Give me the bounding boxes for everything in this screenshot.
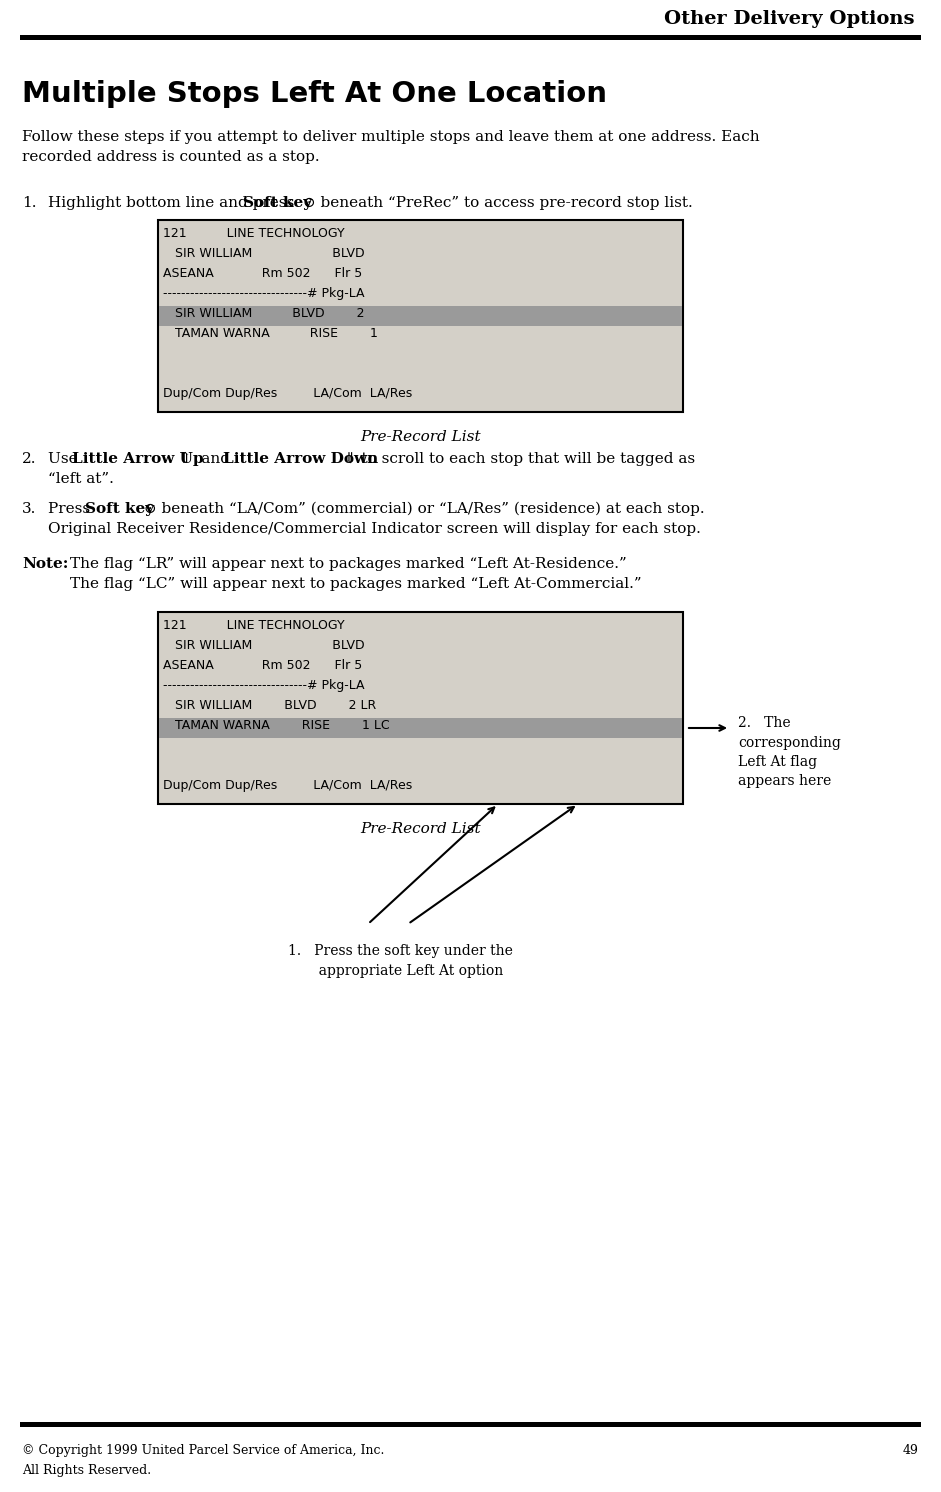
Text: Dup/Com Dup/Res         LA/Com  LA/Res: Dup/Com Dup/Res LA/Com LA/Res <box>163 386 412 400</box>
Bar <box>158 219 683 412</box>
Text: TAMAN WARNA        RISE        1 LC: TAMAN WARNA RISE 1 LC <box>163 719 390 733</box>
Text: © Copyright 1999 United Parcel Service of America, Inc.: © Copyright 1999 United Parcel Service o… <box>22 1444 384 1458</box>
Text: Soft key: Soft key <box>243 195 312 210</box>
Text: ⇑  and: ⇑ and <box>174 452 235 466</box>
Text: Highlight bottom line and press: Highlight bottom line and press <box>48 195 299 210</box>
Text: ⊙ beneath “LA/Com” (commercial) or “LA/Res” (residence) at each stop.: ⊙ beneath “LA/Com” (commercial) or “LA/R… <box>139 501 705 516</box>
Text: ASEANA            Rm 502      Flr 5: ASEANA Rm 502 Flr 5 <box>163 659 362 671</box>
Text: ASEANA            Rm 502      Flr 5: ASEANA Rm 502 Flr 5 <box>163 267 362 280</box>
Text: Little Arrow Up: Little Arrow Up <box>72 452 204 466</box>
Text: Use: Use <box>48 452 83 466</box>
Text: SIR WILLIAM        BLVD        2 LR: SIR WILLIAM BLVD 2 LR <box>163 698 376 712</box>
Text: Little Arrow Down: Little Arrow Down <box>223 452 378 466</box>
Text: SIR WILLIAM          BLVD        2: SIR WILLIAM BLVD 2 <box>163 307 364 319</box>
Bar <box>159 306 682 325</box>
Text: 49: 49 <box>903 1444 919 1458</box>
Text: SIR WILLIAM                    BLVD: SIR WILLIAM BLVD <box>163 248 364 260</box>
Text: --------------------------------# Pkg-LA: --------------------------------# Pkg-LA <box>163 286 364 300</box>
Text: TAMAN WARNA          RISE        1: TAMAN WARNA RISE 1 <box>163 327 378 340</box>
Text: Original Receiver Residence/Commercial Indicator screen will display for each st: Original Receiver Residence/Commercial I… <box>48 522 701 536</box>
Text: Dup/Com Dup/Res         LA/Com  LA/Res: Dup/Com Dup/Res LA/Com LA/Res <box>163 779 412 792</box>
Text: Follow these steps if you attempt to deliver multiple stops and leave them at on: Follow these steps if you attempt to del… <box>22 130 759 145</box>
Bar <box>20 1422 921 1426</box>
Text: 3.: 3. <box>22 501 37 516</box>
Text: The flag “LC” will appear next to packages marked “Left At-Commercial.”: The flag “LC” will appear next to packag… <box>70 577 642 591</box>
Text: Multiple Stops Left At One Location: Multiple Stops Left At One Location <box>22 81 607 107</box>
Text: ⇓ to scroll to each stop that will be tagged as: ⇓ to scroll to each stop that will be ta… <box>339 452 694 466</box>
Text: All Rights Reserved.: All Rights Reserved. <box>22 1464 152 1477</box>
Text: 1.   Press the soft key under the
       appropriate Left At option: 1. Press the soft key under the appropri… <box>288 944 513 977</box>
Text: Press: Press <box>48 501 95 516</box>
Text: Pre-Record List: Pre-Record List <box>360 430 481 445</box>
Text: 1.: 1. <box>22 195 37 210</box>
Text: ⊙ beneath “PreRec” to access pre-record stop list.: ⊙ beneath “PreRec” to access pre-record … <box>297 195 693 210</box>
Text: Soft key: Soft key <box>85 501 153 516</box>
Text: Note:: Note: <box>22 557 69 571</box>
Text: “left at”.: “left at”. <box>48 471 114 486</box>
Bar <box>20 34 921 40</box>
Text: 2.   The
corresponding
Left At flag
appears here: 2. The corresponding Left At flag appear… <box>738 716 841 788</box>
Text: Pre-Record List: Pre-Record List <box>360 822 481 836</box>
Text: 121          LINE TECHNOLOGY: 121 LINE TECHNOLOGY <box>163 619 344 633</box>
Text: recorded address is counted as a stop.: recorded address is counted as a stop. <box>22 151 320 164</box>
Text: The flag “LR” will appear next to packages marked “Left At-Residence.”: The flag “LR” will appear next to packag… <box>70 557 627 571</box>
Bar <box>158 612 683 804</box>
Text: 121          LINE TECHNOLOGY: 121 LINE TECHNOLOGY <box>163 227 344 240</box>
Text: --------------------------------# Pkg-LA: --------------------------------# Pkg-LA <box>163 679 364 692</box>
Text: SIR WILLIAM                    BLVD: SIR WILLIAM BLVD <box>163 639 364 652</box>
Text: 2.: 2. <box>22 452 37 466</box>
Bar <box>159 718 682 739</box>
Text: Other Delivery Options: Other Delivery Options <box>664 10 915 28</box>
